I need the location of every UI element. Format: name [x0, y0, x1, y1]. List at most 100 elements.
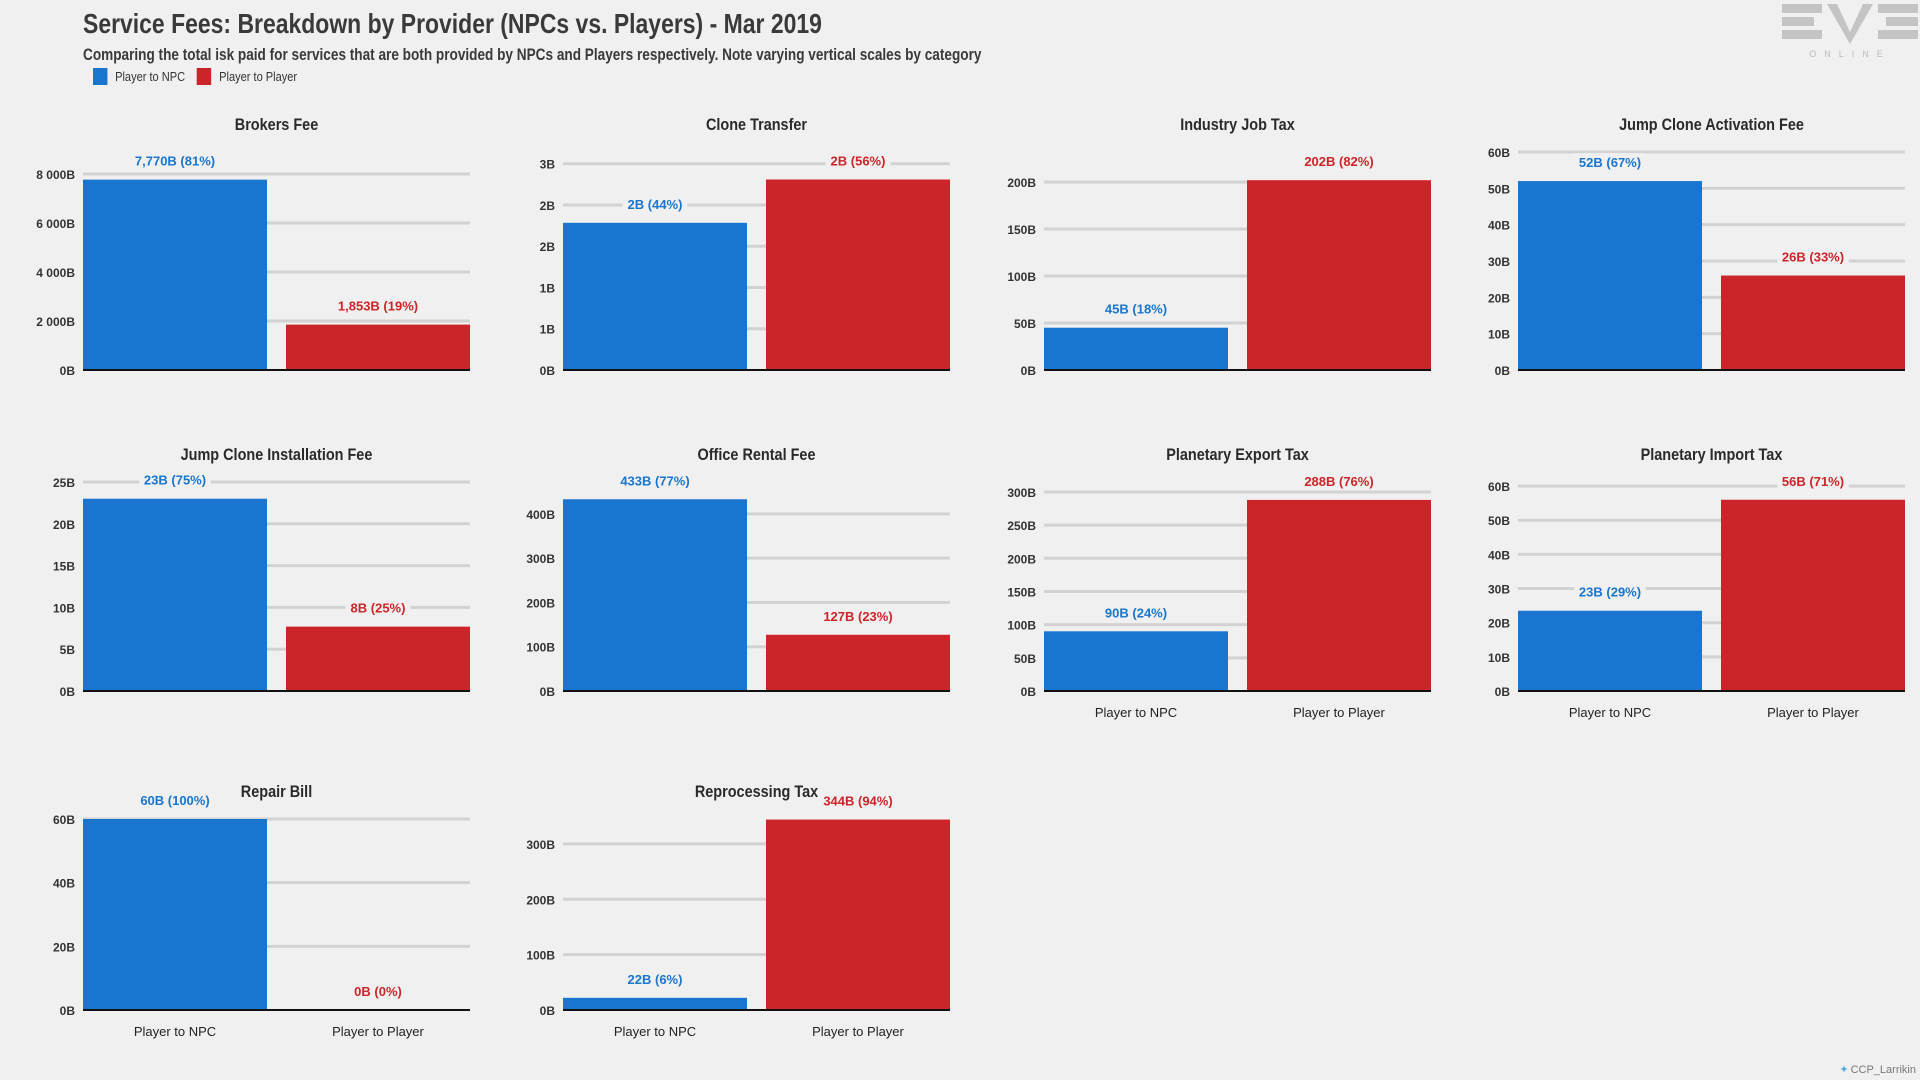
data-label: 288B (76%): [1304, 474, 1373, 489]
chart-panel: Clone Transfer 0B 1B 1B 2B 2B 3B 2B (44%) 2B (56…: [540, 116, 950, 378]
bar-player-to-npc: [1518, 610, 1702, 691]
data-label-bg: [1300, 471, 1378, 490]
data-label-bg: [1300, 152, 1378, 171]
y-tick-label: 50B: [1014, 317, 1036, 331]
data-label: 26B (33%): [1782, 250, 1844, 265]
y-tick-label: 40B: [1488, 219, 1510, 233]
y-tick-label: 100B: [526, 949, 555, 963]
y-tick-label: 60B: [1488, 480, 1510, 494]
legend-label: Player to Player: [219, 69, 298, 84]
data-label: 23B (75%): [144, 473, 206, 488]
data-label-bg: [139, 470, 211, 489]
y-tick-label: 40B: [1488, 548, 1510, 562]
author-credit[interactable]: ✦ CCP_Larrikin: [1839, 1063, 1916, 1077]
bar-player-to-player: [1721, 275, 1905, 370]
y-tick-label: 10B: [1488, 328, 1510, 342]
y-tick-label: 6 000B: [36, 217, 75, 231]
data-label: 1,853B (19%): [338, 299, 418, 314]
chart-title: Clone Transfer: [706, 116, 807, 134]
data-label-bg: [819, 791, 897, 810]
data-label-bg: [616, 471, 694, 490]
y-tick-label: 300B: [526, 552, 555, 566]
data-label: 2B (44%): [628, 197, 683, 212]
data-label: 23B (29%): [1579, 585, 1641, 600]
bar-player-to-player: [286, 324, 470, 370]
data-label-bg: [332, 296, 424, 315]
y-tick-label: 0B: [540, 685, 556, 699]
y-tick-label: 50B: [1488, 182, 1510, 196]
bar-player-to-player: [1721, 499, 1905, 691]
x-tick-label: Player to Player: [1767, 705, 1859, 720]
y-tick-label: 8 000B: [36, 168, 75, 182]
legend-item-player-to-npc[interactable]: Player to NPC: [93, 68, 185, 85]
data-label: 90B (24%): [1105, 605, 1167, 620]
data-label-bg: [622, 194, 688, 213]
y-tick-label: 200B: [526, 596, 555, 610]
chart-panel: Office Rental Fee 0B 100B 200B 300B 400B 433B …: [526, 446, 950, 699]
y-tick-label: 100B: [526, 641, 555, 655]
y-tick-label: 20B: [53, 518, 75, 532]
data-label-bg: [136, 791, 214, 809]
y-tick-label: 400B: [526, 508, 555, 522]
y-tick-label: 150B: [1007, 585, 1036, 599]
data-label-bg: [1777, 247, 1849, 266]
y-tick-label: 20B: [1488, 291, 1510, 305]
y-tick-label: 3B: [540, 158, 556, 172]
bar-player-to-npc: [1044, 327, 1228, 370]
y-tick-label: 0B: [1495, 364, 1511, 378]
twitter-bird-icon: ✦: [1839, 1064, 1849, 1076]
y-tick-label: 1B: [540, 281, 556, 295]
y-tick-label: 300B: [526, 838, 555, 852]
y-tick-label: 2B: [540, 240, 556, 254]
bar-player-to-player: [1247, 499, 1431, 691]
page-title: Service Fees: Breakdown by Provider (NPC…: [83, 8, 822, 39]
bar-player-to-npc: [563, 499, 747, 691]
x-tick-label: Player to NPC: [614, 1024, 696, 1039]
chart-title: Planetary Import Tax: [1641, 446, 1783, 464]
bar-player-to-player: [766, 179, 950, 370]
data-label-bg: [348, 982, 408, 1000]
data-label: 22B (6%): [628, 972, 683, 987]
chart-panel: Planetary Export Tax 0B 50B 100B 150B 200B 250…: [1007, 446, 1431, 720]
chart-panel: Jump Clone Installation Fee 0B 5B 10B 15B 20B…: [53, 446, 470, 699]
y-tick-label: 2B: [540, 199, 556, 213]
data-label-bg: [1574, 153, 1646, 172]
bar-player-to-npc: [563, 997, 747, 1010]
data-label-bg: [1574, 582, 1646, 601]
svg-text:ONLINE: ONLINE: [1809, 49, 1891, 59]
y-tick-label: 15B: [53, 560, 75, 574]
data-label: 127B (23%): [823, 609, 892, 624]
x-tick-label: Player to Player: [812, 1024, 904, 1039]
y-tick-label: 200B: [1007, 552, 1036, 566]
y-tick-label: 0B: [60, 685, 76, 699]
bar-player-to-npc: [83, 179, 267, 370]
chart-panel: Reprocessing Tax 0B 100B 200B 300B 22B (6%) Pl…: [526, 783, 950, 1039]
chart-title: Office Rental Fee: [698, 446, 816, 464]
data-label: 7,770B (81%): [135, 154, 215, 169]
y-tick-label: 20B: [53, 940, 75, 954]
chart-title: Jump Clone Installation Fee: [181, 446, 373, 464]
data-label-bg: [825, 151, 891, 170]
x-tick-label: Player to NPC: [1095, 705, 1177, 720]
data-label-bg: [1100, 603, 1172, 622]
data-label: 202B (82%): [1304, 154, 1373, 169]
y-tick-label: 0B: [1021, 364, 1037, 378]
y-tick-label: 2 000B: [36, 315, 75, 329]
legend-item-player-to-player[interactable]: Player to Player: [197, 68, 297, 85]
y-tick-label: 200B: [526, 893, 555, 907]
data-label: 2B (56%): [831, 154, 886, 169]
x-tick-label: Player to NPC: [134, 1024, 216, 1039]
x-tick-label: Player to Player: [332, 1024, 424, 1039]
y-tick-label: 100B: [1007, 270, 1036, 284]
chart-panel: Jump Clone Activation Fee 0B 10B 20B 30B 40B 5…: [1488, 116, 1905, 378]
data-label: 45B (18%): [1105, 302, 1167, 317]
eve-online-logo: ONLINE: [1782, 4, 1918, 59]
data-label: 344B (94%): [823, 794, 892, 809]
chart-title: Brokers Fee: [235, 116, 319, 134]
data-label-bg: [622, 969, 688, 988]
y-tick-label: 30B: [1488, 255, 1510, 269]
y-tick-label: 0B: [60, 364, 76, 378]
x-tick-label: Player to Player: [1293, 705, 1385, 720]
y-tick-label: 100B: [1007, 619, 1036, 633]
